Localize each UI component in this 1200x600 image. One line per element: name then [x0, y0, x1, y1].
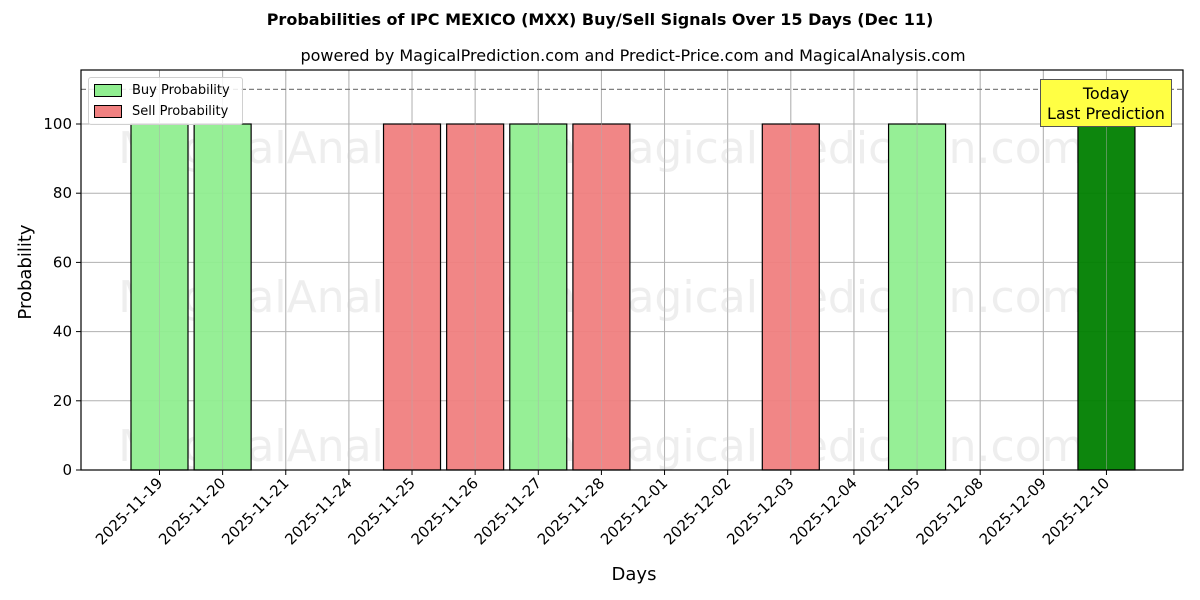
- x-tick-label: 2025-12-04: [786, 474, 860, 548]
- legend-label-buy: Buy Probability: [132, 82, 230, 98]
- x-axis-label: Days: [612, 564, 657, 585]
- today-label: Today: [1082, 84, 1130, 103]
- chart-subtitle: powered by MagicalPrediction.com and Pre…: [300, 46, 966, 65]
- legend-item-buy: Buy Probability: [94, 81, 230, 99]
- x-tick-label: 2025-11-27: [471, 474, 545, 548]
- x-tick-label: 2025-11-19: [92, 474, 166, 548]
- x-tick-label: 2025-12-05: [850, 474, 924, 548]
- x-tick-label: 2025-12-10: [1039, 474, 1113, 548]
- legend-item-sell: Sell Probability: [94, 102, 228, 120]
- legend-label-sell: Sell Probability: [132, 103, 229, 119]
- y-tick-label: 80: [53, 184, 72, 202]
- x-tick-label: 2025-11-25: [344, 474, 418, 548]
- y-tick-label: 20: [53, 392, 72, 410]
- watermark: MagicalPrediction.com: [590, 123, 1085, 174]
- sell-swatch-icon: [94, 104, 122, 118]
- plot-frame: [80, 69, 1184, 471]
- chart-title: Probabilities of IPC MEXICO (MXX) Buy/Se…: [266, 10, 934, 29]
- x-tick-label: 2025-11-26: [408, 474, 482, 548]
- x-tick-label: 2025-12-02: [660, 474, 734, 548]
- y-tick-label: 100: [43, 115, 72, 133]
- x-tick-label: 2025-12-03: [723, 474, 797, 548]
- watermark: MagicalPrediction.com: [590, 272, 1085, 323]
- y-axis-label: Probability: [15, 224, 36, 319]
- x-tick-label: 2025-11-20: [155, 474, 229, 548]
- watermark: MagicalPrediction.com: [590, 421, 1085, 472]
- x-tick-label: 2025-11-24: [281, 474, 355, 548]
- x-tick-label: 2025-12-09: [976, 474, 1050, 548]
- y-tick-label: 40: [53, 323, 72, 341]
- x-tick-label: 2025-11-21: [218, 474, 292, 548]
- buy-swatch-icon: [94, 83, 122, 97]
- last-prediction-label: Last Prediction: [1047, 104, 1165, 123]
- today-annotation: Today Last Prediction: [1040, 79, 1172, 127]
- x-tick-label: 2025-12-08: [913, 474, 987, 548]
- x-tick-label: 2025-11-28: [534, 474, 608, 548]
- legend: Buy Probability Sell Probability: [88, 77, 243, 125]
- y-tick-label: 0: [62, 461, 72, 479]
- y-tick-label: 60: [53, 253, 72, 271]
- x-tick-label: 2025-12-01: [597, 474, 671, 548]
